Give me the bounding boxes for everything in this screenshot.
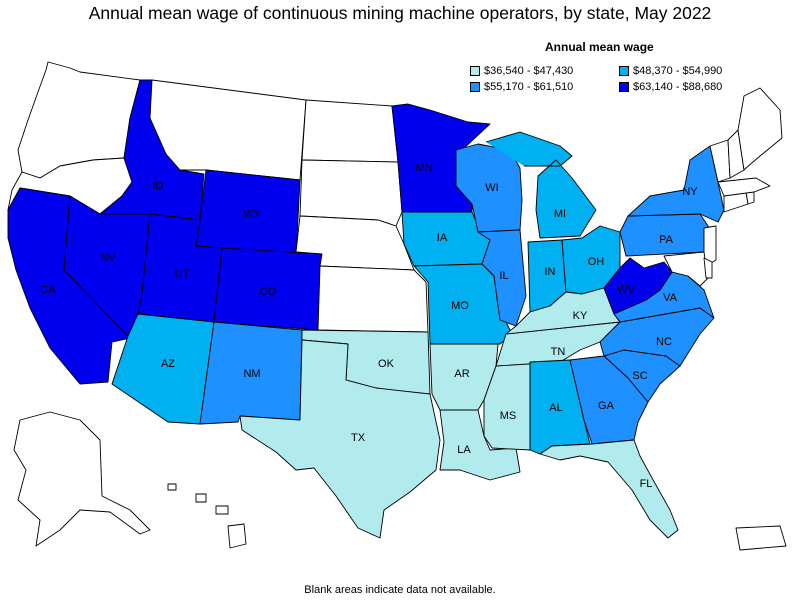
state-nd [301,99,399,163]
legend-item-bin-3: $55,170 - $61,510 [470,81,573,95]
state-label-mn: MN [415,162,432,174]
state-label-sc: SC [632,370,647,382]
state-label-pa: PA [659,234,674,246]
state-label-tx: TX [351,432,366,444]
state-ar [429,343,499,411]
state-il [477,229,527,327]
state-label-nc: NC [656,336,672,348]
state-label-tn: TN [551,346,566,358]
state-ak [13,411,151,547]
state-label-ca: CA [40,284,56,296]
state-tx [239,339,441,539]
legend-label: $63,140 - $88,680 [633,81,723,93]
state-label-in: IN [545,266,556,278]
state-label-wy: WY [243,208,261,220]
state-label-ny: NY [682,186,698,198]
state-label-wv: WV [617,284,635,296]
legend-swatch [619,66,629,77]
legend-item-bin-2: $48,370 - $54,990 [619,65,722,79]
state-labels-layer: CA NV ID UT WY CO MN WV AZ IA MO MI IN OH AL NM WI IL NY PA… [40,162,698,490]
legend-label: $48,370 - $54,990 [633,65,723,77]
footnote: Blank areas indicate data not available. [304,584,496,596]
state-de [703,257,713,279]
state-label-ok: OK [378,358,395,370]
state-pr [735,525,787,551]
state-ma [717,177,771,197]
state-label-nm: NM [243,368,260,380]
state-label-mo: MO [451,300,469,312]
state-label-co: CO [260,286,277,298]
legend-label: $55,170 - $61,510 [484,81,574,93]
state-label-al: AL [549,402,562,414]
state-label-ga: GA [598,400,615,412]
state-label-fl: FL [640,478,653,490]
state-ky [505,287,621,335]
state-label-nv: NV [100,252,116,264]
state-mi [485,131,597,239]
state-label-ia: IA [437,232,448,244]
state-label-ar: AR [454,368,469,380]
state-label-id: ID [153,180,164,192]
state-label-ut: UT [175,268,190,280]
state-la [439,409,521,481]
legend-swatch [619,82,629,93]
legend-label: $36,540 - $47,430 [484,65,574,77]
state-label-va: VA [663,292,678,304]
state-label-la: LA [457,444,471,456]
state-label-il: IL [499,270,508,282]
state-sd [299,159,403,227]
legend-item-bin-1: $36,540 - $47,430 [470,65,573,79]
state-wv [603,257,673,315]
states-layer [7,61,787,551]
state-ks [317,265,429,333]
state-hi [167,483,247,549]
map-title: Annual mean wage of continuous mining ma… [88,3,712,23]
legend-item-bin-4: $63,140 - $88,680 [619,81,722,95]
state-label-az: AZ [161,358,175,370]
state-label-wi: WI [485,182,498,194]
state-me [737,87,783,171]
state-ny [627,145,725,223]
state-label-oh: OH [588,256,605,268]
state-label-ms: MS [500,410,517,422]
legend-title: Annual mean wage [545,40,654,54]
state-fl [539,439,679,539]
state-label-mi: MI [554,208,566,220]
legend-swatch [470,66,480,77]
state-label-ky: KY [573,310,588,322]
legend-swatch [470,82,480,93]
